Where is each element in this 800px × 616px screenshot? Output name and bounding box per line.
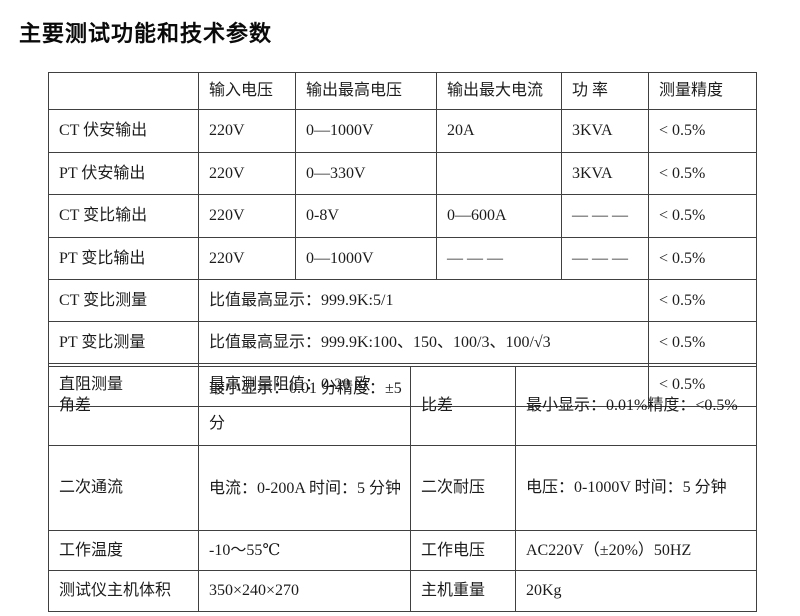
row-label: CT 伏安输出 — [48, 109, 199, 153]
table-row: CT 变比输出 220V 0-8V 0—600A — — — < 0.5% — [48, 194, 757, 238]
header-max-output-voltage: 输出最高电压 — [295, 72, 437, 110]
row-label: PT 变比输出 — [48, 237, 199, 280]
cell-max-current: 20A — [436, 109, 562, 153]
cell-value-secondary: 最小显示：0.01%精度：<0.5% — [515, 366, 757, 446]
header-power: 功 率 — [561, 72, 649, 110]
cell-accuracy: < 0.5% — [648, 194, 757, 238]
table-row: 工作温度 -10～55℃ 工作电压 AC220V（±20%）50HZ — [48, 530, 757, 571]
cell-input-voltage: 220V — [198, 109, 296, 153]
cell-value-secondary: 电压：0-1000V 时间：5 分钟 — [515, 445, 757, 531]
cell-power: 3KVA — [561, 109, 649, 153]
row-label: CT 变比输出 — [48, 194, 199, 238]
cell-input-voltage: 220V — [198, 194, 296, 238]
header-max-output-current: 输出最大电流 — [436, 72, 562, 110]
cell-accuracy: < 0.5% — [648, 152, 757, 195]
cell-accuracy: < 0.5% — [648, 279, 757, 322]
cell-input-voltage: 220V — [198, 152, 296, 195]
row-label: PT 伏安输出 — [48, 152, 199, 195]
cell-max-voltage: 0—1000V — [295, 237, 437, 280]
cell-value-secondary: AC220V（±20%）50HZ — [515, 530, 757, 571]
row-label: PT 变比测量 — [48, 321, 199, 364]
cell-max-voltage: 0—330V — [295, 152, 437, 195]
cell-accuracy: < 0.5% — [648, 321, 757, 364]
row-label: 角差 — [48, 366, 199, 446]
row-label: 二次通流 — [48, 445, 199, 531]
header-row: 输入电压 输出最高电压 输出最大电流 功 率 测量精度 — [48, 72, 757, 110]
spec-table-upper: 输入电压 输出最高电压 输出最大电流 功 率 测量精度 CT 伏安输出 220V… — [48, 72, 757, 407]
cell-power: — — — — [561, 237, 649, 280]
table-row: 测试仪主机体积 350×240×270 主机重量 20Kg — [48, 570, 757, 612]
cell-value: 电流：0-200A 时间：5 分钟 — [198, 445, 411, 531]
table-row: CT 变比测量 比值最高显示：999.9K:5/1 < 0.5% — [48, 279, 757, 322]
row-label: 工作温度 — [48, 530, 199, 571]
row-label-secondary: 工作电压 — [410, 530, 516, 571]
table-row: 角差 最小显示：0.01 分精度：±5 分 比差 最小显示：0.01%精度：<0… — [48, 366, 757, 446]
table-row: CT 伏安输出 220V 0—1000V 20A 3KVA < 0.5% — [48, 109, 757, 153]
cell-input-voltage: 220V — [198, 237, 296, 280]
cell-accuracy: < 0.5% — [648, 109, 757, 153]
header-accuracy: 测量精度 — [648, 72, 757, 110]
cell-power: 3KVA — [561, 152, 649, 195]
row-label-secondary: 二次耐压 — [410, 445, 516, 531]
header-corner-cell — [48, 72, 199, 110]
page-title: 主要测试功能和技术参数 — [19, 21, 273, 46]
cell-measure-value: 比值最高显示：999.9K:5/1 — [198, 279, 649, 322]
cell-max-current: 0—600A — [436, 194, 562, 238]
spec-table-lower: 角差 最小显示：0.01 分精度：±5 分 比差 最小显示：0.01%精度：<0… — [48, 366, 757, 612]
cell-power: — — — — [561, 194, 649, 238]
table-row: 二次通流 电流：0-200A 时间：5 分钟 二次耐压 电压：0-1000V 时… — [48, 445, 757, 531]
cell-max-current: — — — — [436, 237, 562, 280]
table-row: PT 伏安输出 220V 0—330V 3KVA < 0.5% — [48, 152, 757, 195]
cell-accuracy: < 0.5% — [648, 237, 757, 280]
cell-max-voltage: 0—1000V — [295, 109, 437, 153]
table-row: PT 变比输出 220V 0—1000V — — — — — — < 0.5% — [48, 237, 757, 280]
row-label: 测试仪主机体积 — [48, 570, 199, 612]
cell-measure-value: 比值最高显示：999.9K:100、150、100/3、100/√3 — [198, 321, 649, 364]
cell-value: 350×240×270 — [198, 570, 411, 612]
row-label: CT 变比测量 — [48, 279, 199, 322]
header-input-voltage: 输入电压 — [198, 72, 296, 110]
row-label-secondary: 比差 — [410, 366, 516, 446]
table-row: PT 变比测量 比值最高显示：999.9K:100、150、100/3、100/… — [48, 321, 757, 364]
cell-value: 最小显示：0.01 分精度：±5 分 — [198, 366, 411, 446]
cell-max-current — [436, 152, 562, 195]
cell-value-secondary: 20Kg — [515, 570, 757, 612]
cell-max-voltage: 0-8V — [295, 194, 437, 238]
cell-value: -10～55℃ — [198, 530, 411, 571]
row-label-secondary: 主机重量 — [410, 570, 516, 612]
